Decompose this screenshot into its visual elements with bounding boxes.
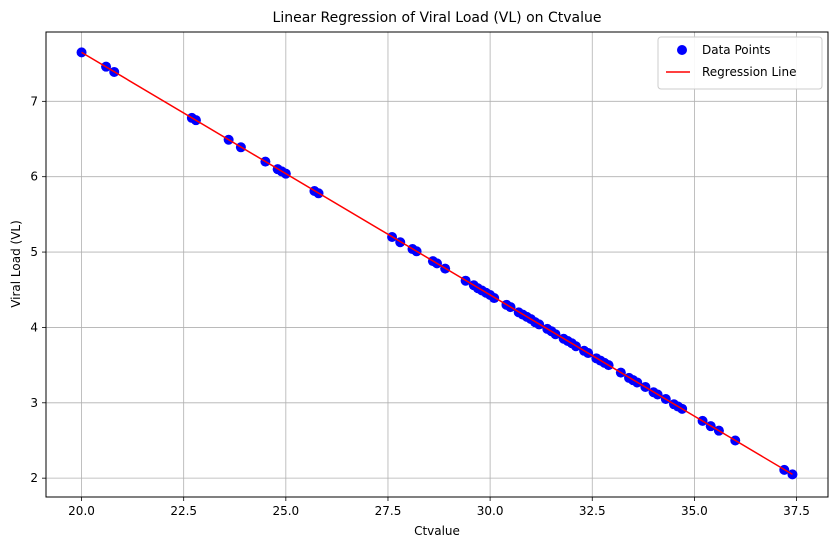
x-tick-label: 32.5 (579, 504, 606, 518)
y-tick-label: 3 (30, 396, 38, 410)
x-tick-label: 22.5 (170, 504, 197, 518)
legend: Data Points Regression Line (657, 36, 823, 90)
x-tick-label: 27.5 (375, 504, 402, 518)
legend-marker-data-points (677, 45, 687, 55)
y-tick-label: 2 (30, 471, 38, 485)
plot-frame (45, 31, 829, 498)
chart-title: Linear Regression of Viral Load (VL) on … (273, 10, 602, 26)
ticks: 20.0 22.5 25.0 27.5 30.0 32.5 35.0 37.5 2 3 4 5 6 7 (30, 94, 810, 518)
legend-box (657, 36, 823, 90)
x-tick-label: 30.0 (477, 504, 504, 518)
y-tick-label: 5 (30, 245, 38, 259)
legend-label-regression-line: Regression Line (702, 65, 796, 79)
y-tick-label: 7 (30, 94, 38, 108)
y-tick-label: 6 (30, 170, 38, 184)
data-layer (76, 47, 798, 480)
x-tick-label: 20.0 (68, 504, 95, 518)
y-tick-label: 4 (30, 320, 38, 334)
x-axis-label: Ctvalue (414, 524, 460, 538)
regression-line (81, 51, 793, 476)
x-tick-label: 37.5 (783, 504, 810, 518)
grid (46, 32, 828, 497)
y-axis-label: Viral Load (VL) (9, 220, 23, 308)
x-tick-label: 35.0 (681, 504, 708, 518)
legend-label-data-points: Data Points (702, 43, 771, 57)
x-tick-label: 25.0 (272, 504, 299, 518)
